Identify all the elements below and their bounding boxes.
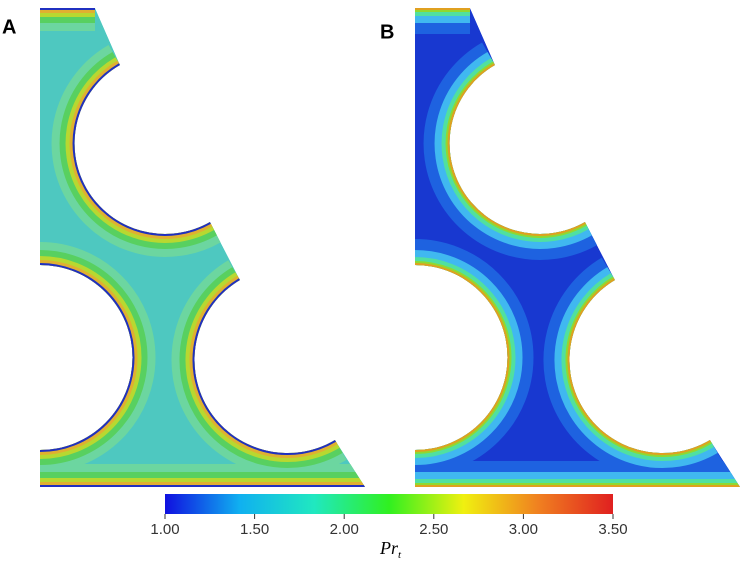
contour-panel — [40, 8, 365, 487]
colorbar-tick-label: 2.00 — [330, 521, 359, 538]
colorbar-tick-label: 3.00 — [509, 521, 538, 538]
colorbar-tick-label: 3.50 — [598, 521, 627, 538]
colorbar — [165, 494, 613, 514]
colorbar-label: Prt — [379, 538, 402, 560]
contour-panel — [415, 8, 740, 487]
colorbar-label-main: Pr — [379, 538, 399, 558]
colorbar-tick-label: 2.50 — [419, 521, 448, 538]
colorbar-label-sub: t — [398, 549, 402, 561]
panel-label: B — [380, 21, 394, 43]
panel-label: A — [2, 16, 16, 38]
colorbar-tick-label: 1.00 — [150, 521, 179, 538]
colorbar-tick-label: 1.50 — [240, 521, 269, 538]
